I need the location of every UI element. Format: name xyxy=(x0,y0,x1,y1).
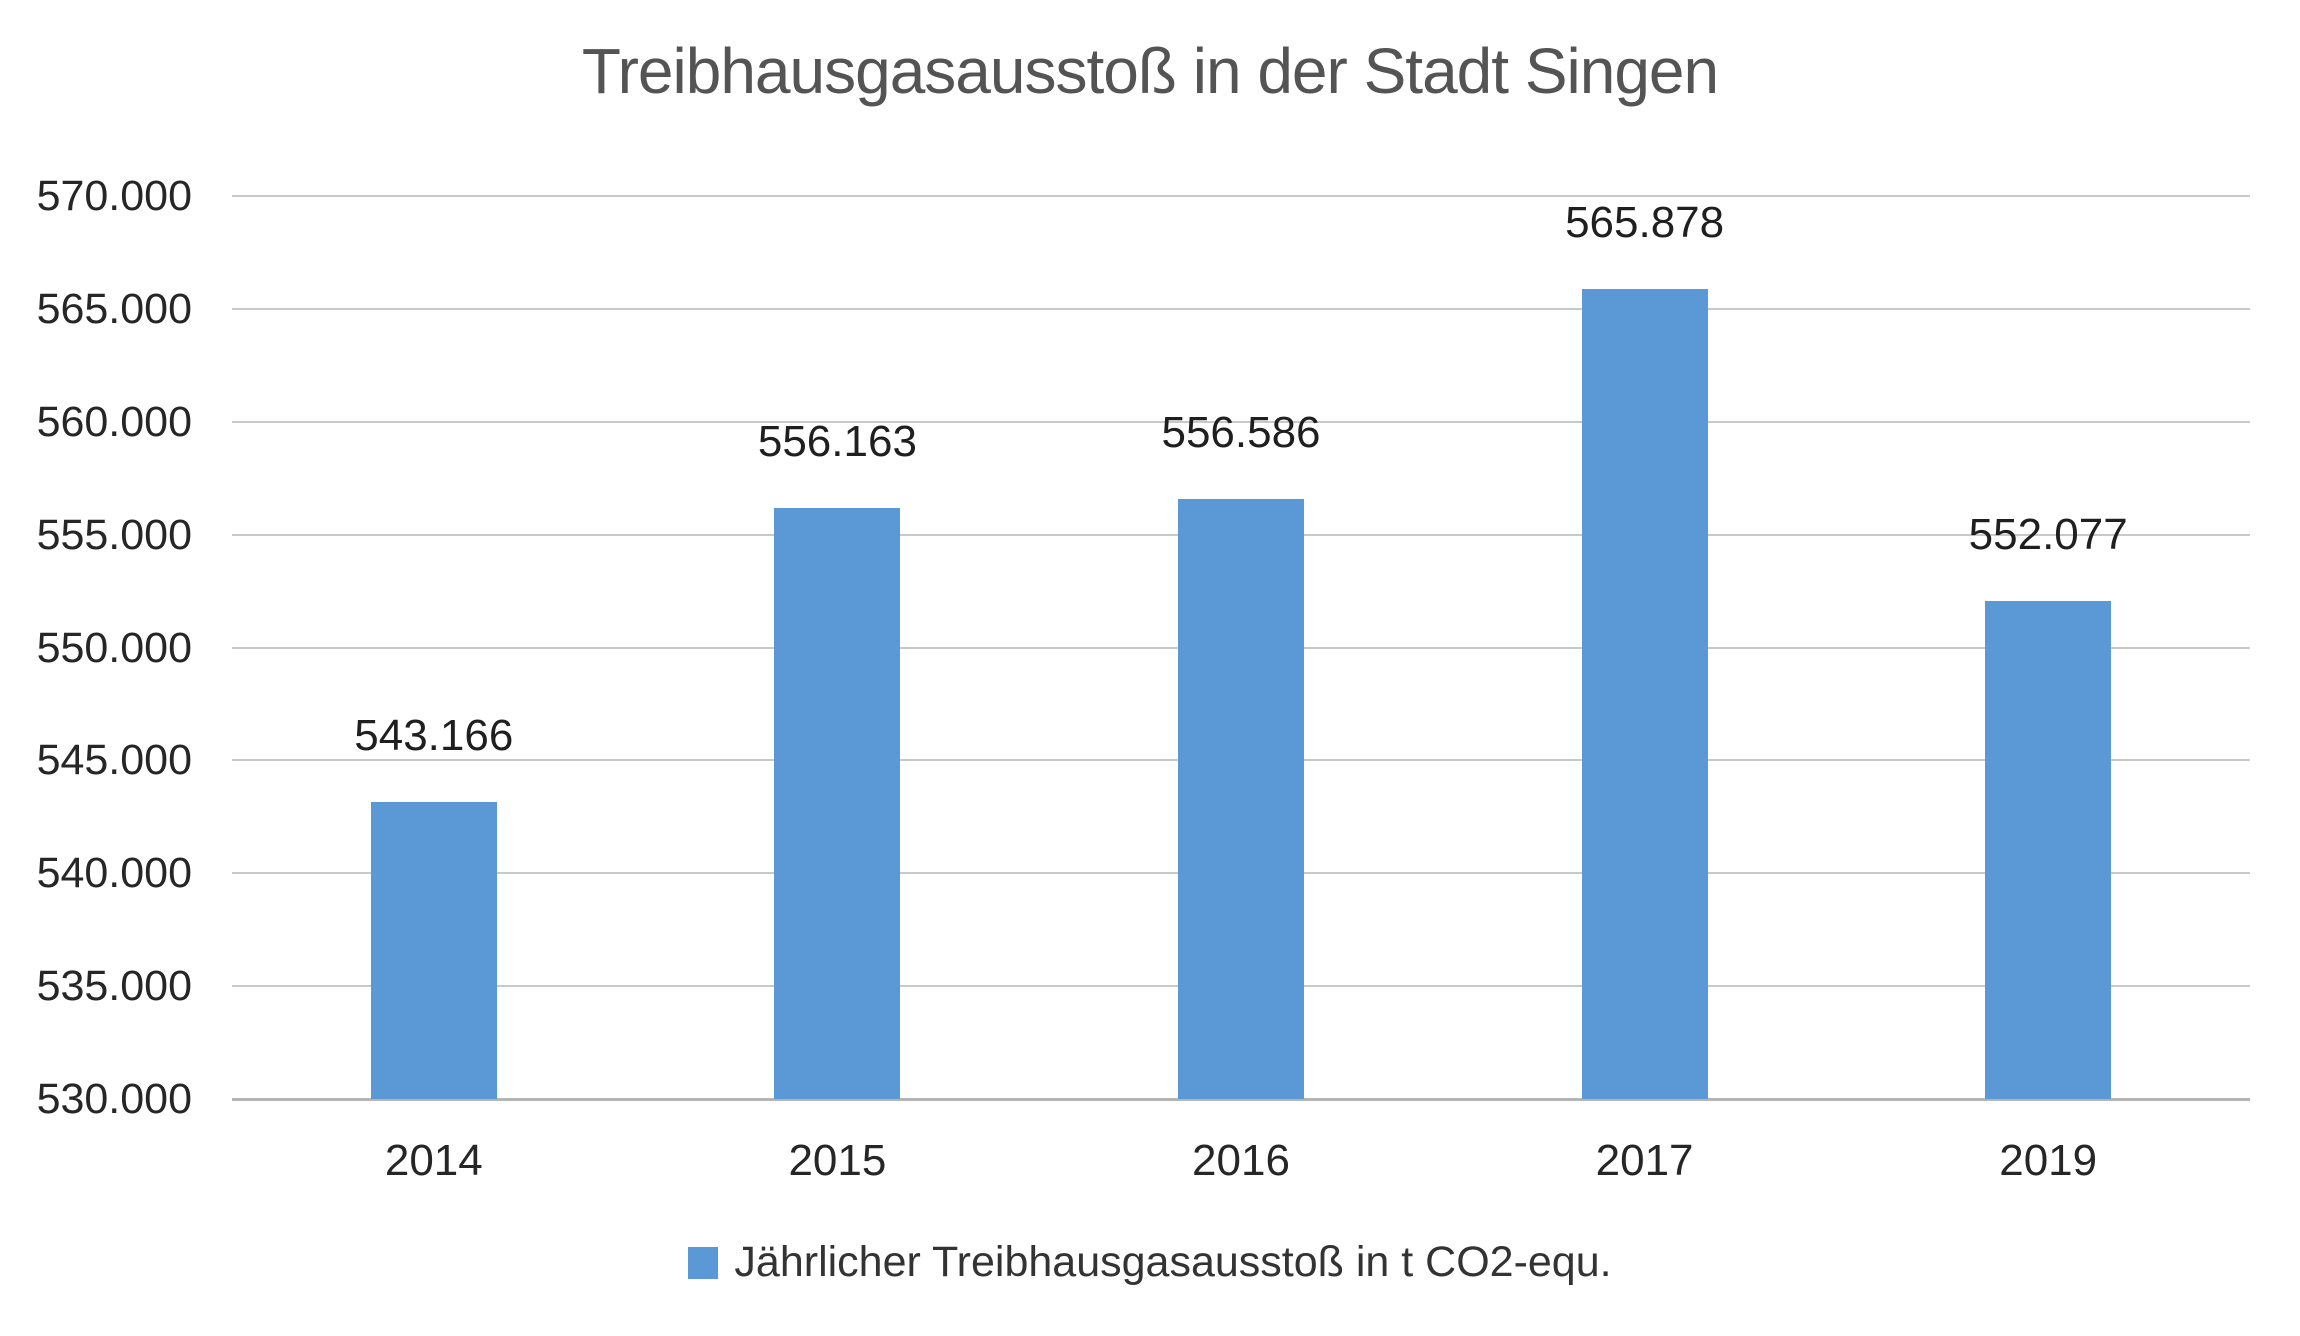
y-axis-tick-label: 570.000 xyxy=(36,172,192,220)
bar-value-label: 556.586 xyxy=(1161,407,1321,457)
legend-label: Jährlicher Treibhausgasausstoß in t CO2-… xyxy=(734,1238,1612,1286)
bar-2014 xyxy=(370,801,497,1099)
gridline xyxy=(232,420,2250,423)
bar-2019 xyxy=(1985,600,2112,1099)
legend: Jährlicher Treibhausgasausstoß in t CO2-… xyxy=(0,1238,2300,1287)
bar-2017 xyxy=(1581,289,1708,1099)
bar-value-label: 552.077 xyxy=(1968,509,2128,559)
bar-2015 xyxy=(774,508,901,1099)
y-axis-tick-label: 530.000 xyxy=(36,1075,192,1123)
x-axis-tick-label: 2015 xyxy=(788,1136,887,1185)
gridline xyxy=(232,307,2250,310)
x-axis-tick-label: 2019 xyxy=(1999,1136,2098,1185)
y-axis-tick-label: 565.000 xyxy=(36,284,192,333)
bar-2016 xyxy=(1178,498,1304,1099)
x-axis-line xyxy=(232,1098,2250,1101)
x-axis-tick-label: 2014 xyxy=(384,1136,483,1185)
y-axis-tick-label: 550.000 xyxy=(36,623,192,672)
chart-title: Treibhausgasausstoß in der Stadt Singen xyxy=(581,35,1719,107)
y-axis-tick-label: 545.000 xyxy=(36,736,192,785)
bar-value-label: 565.878 xyxy=(1565,198,1725,248)
legend-square-icon xyxy=(688,1246,719,1279)
y-axis-tick-label: 540.000 xyxy=(36,849,192,898)
gridline xyxy=(232,195,2250,197)
y-axis-tick-label: 560.000 xyxy=(36,397,192,446)
bar-value-label: 543.166 xyxy=(354,710,514,760)
x-axis-tick-label: 2016 xyxy=(1192,1136,1290,1185)
bar-value-label: 556.163 xyxy=(757,417,917,467)
y-axis-tick-label: 555.000 xyxy=(36,510,192,559)
y-axis-tick-label: 535.000 xyxy=(36,962,192,1011)
x-axis-tick-label: 2017 xyxy=(1595,1136,1694,1185)
